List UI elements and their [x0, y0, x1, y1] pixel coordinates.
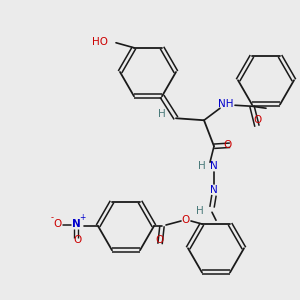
Text: -: - [50, 214, 53, 223]
Text: O: O [254, 115, 262, 125]
Text: N: N [210, 185, 218, 195]
Text: O: O [156, 235, 164, 245]
Text: +: + [79, 214, 85, 223]
Text: N: N [72, 219, 80, 229]
Text: O: O [54, 219, 62, 229]
Text: H: H [158, 109, 166, 119]
Text: H: H [198, 161, 206, 171]
Text: H: H [196, 206, 204, 216]
Text: NH: NH [218, 99, 234, 109]
Text: O: O [224, 140, 232, 150]
Text: HO: HO [92, 37, 108, 47]
Text: O: O [73, 235, 81, 245]
Text: N: N [210, 161, 218, 171]
Text: O: O [182, 215, 190, 225]
